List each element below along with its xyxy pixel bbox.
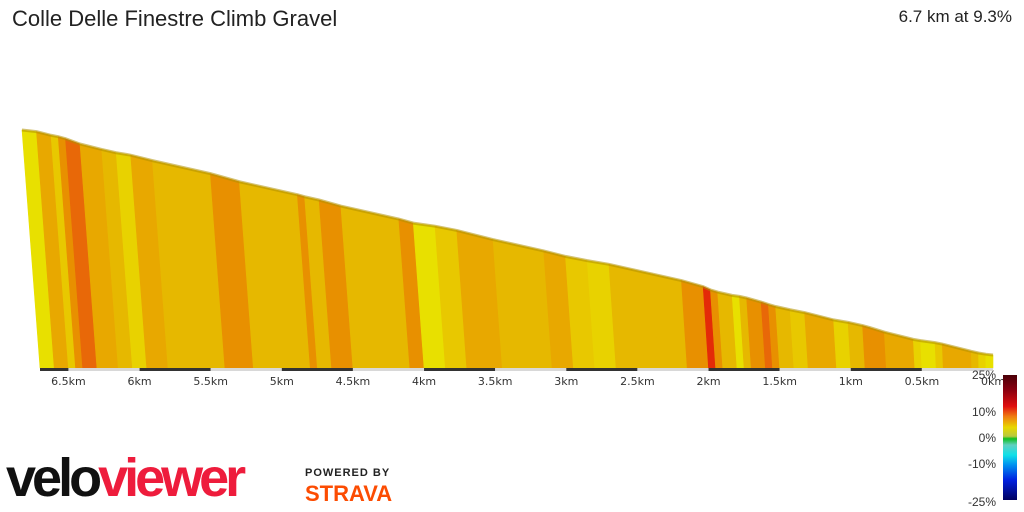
axis-band	[779, 368, 851, 371]
axis-band	[139, 368, 211, 371]
axis-band	[495, 368, 567, 371]
axis-band	[850, 368, 922, 371]
climb-summary: 6.7 km at 9.3%	[898, 7, 1012, 26]
legend-label-25: 25%	[971, 368, 996, 382]
axis-band	[281, 368, 353, 371]
axis-band	[68, 368, 140, 371]
logo-velo: velo	[6, 448, 102, 508]
strava-logo[interactable]: STRAVA	[305, 481, 393, 506]
axis-band	[921, 368, 993, 371]
gradient-segments	[21, 129, 994, 369]
gradient-segment	[920, 340, 937, 369]
axis-band	[352, 368, 425, 371]
x-tick-label: 6km	[127, 375, 152, 388]
distance-axis-bar	[40, 368, 993, 371]
profile-top-edge	[21, 128, 994, 357]
x-tick-label: 1.5km	[762, 375, 797, 388]
x-tick-label: 4.5km	[335, 375, 371, 388]
x-tick-label: 3.5km	[477, 375, 513, 388]
x-tick-label: 2km	[696, 375, 721, 388]
x-tick-label: 1km	[838, 375, 863, 388]
page-title: Colle Delle Finestre Climb Gravel	[12, 6, 338, 31]
legend-label-0: 0%	[978, 431, 996, 445]
elevation-profile-chart	[21, 128, 994, 371]
x-tick-label: 6.5km	[51, 375, 86, 388]
legend-label-minus25: -25%	[967, 495, 996, 509]
gradient-segment	[934, 342, 944, 369]
axis-band	[637, 368, 709, 371]
gradient-segment	[492, 239, 553, 369]
veloviewer-logo[interactable]: veloviewer	[6, 448, 246, 508]
gradient-segment	[869, 327, 887, 369]
x-tick-label: 0km	[980, 375, 1006, 388]
powered-by-label: POWERED BY	[305, 467, 391, 479]
x-tick-label: 0.5km	[904, 375, 940, 388]
axis-band	[40, 368, 69, 371]
x-tick-label: 2.5km	[620, 375, 655, 388]
x-tick-label: 5km	[269, 375, 294, 388]
gradient-segment	[847, 321, 866, 369]
axis-band	[566, 368, 638, 371]
x-tick-label: 3km	[554, 375, 579, 388]
legend-label-minus10: -10%	[967, 457, 996, 471]
axis-band	[708, 368, 780, 371]
gradient-color-scale	[1003, 375, 1017, 500]
x-tick-label: 5.5km	[193, 375, 228, 388]
logo-viewer: viewer	[98, 448, 246, 508]
axis-band	[424, 368, 496, 371]
x-tick-label: 4km	[411, 375, 437, 388]
legend-label-10: 10%	[971, 405, 996, 419]
axis-band	[210, 368, 282, 371]
